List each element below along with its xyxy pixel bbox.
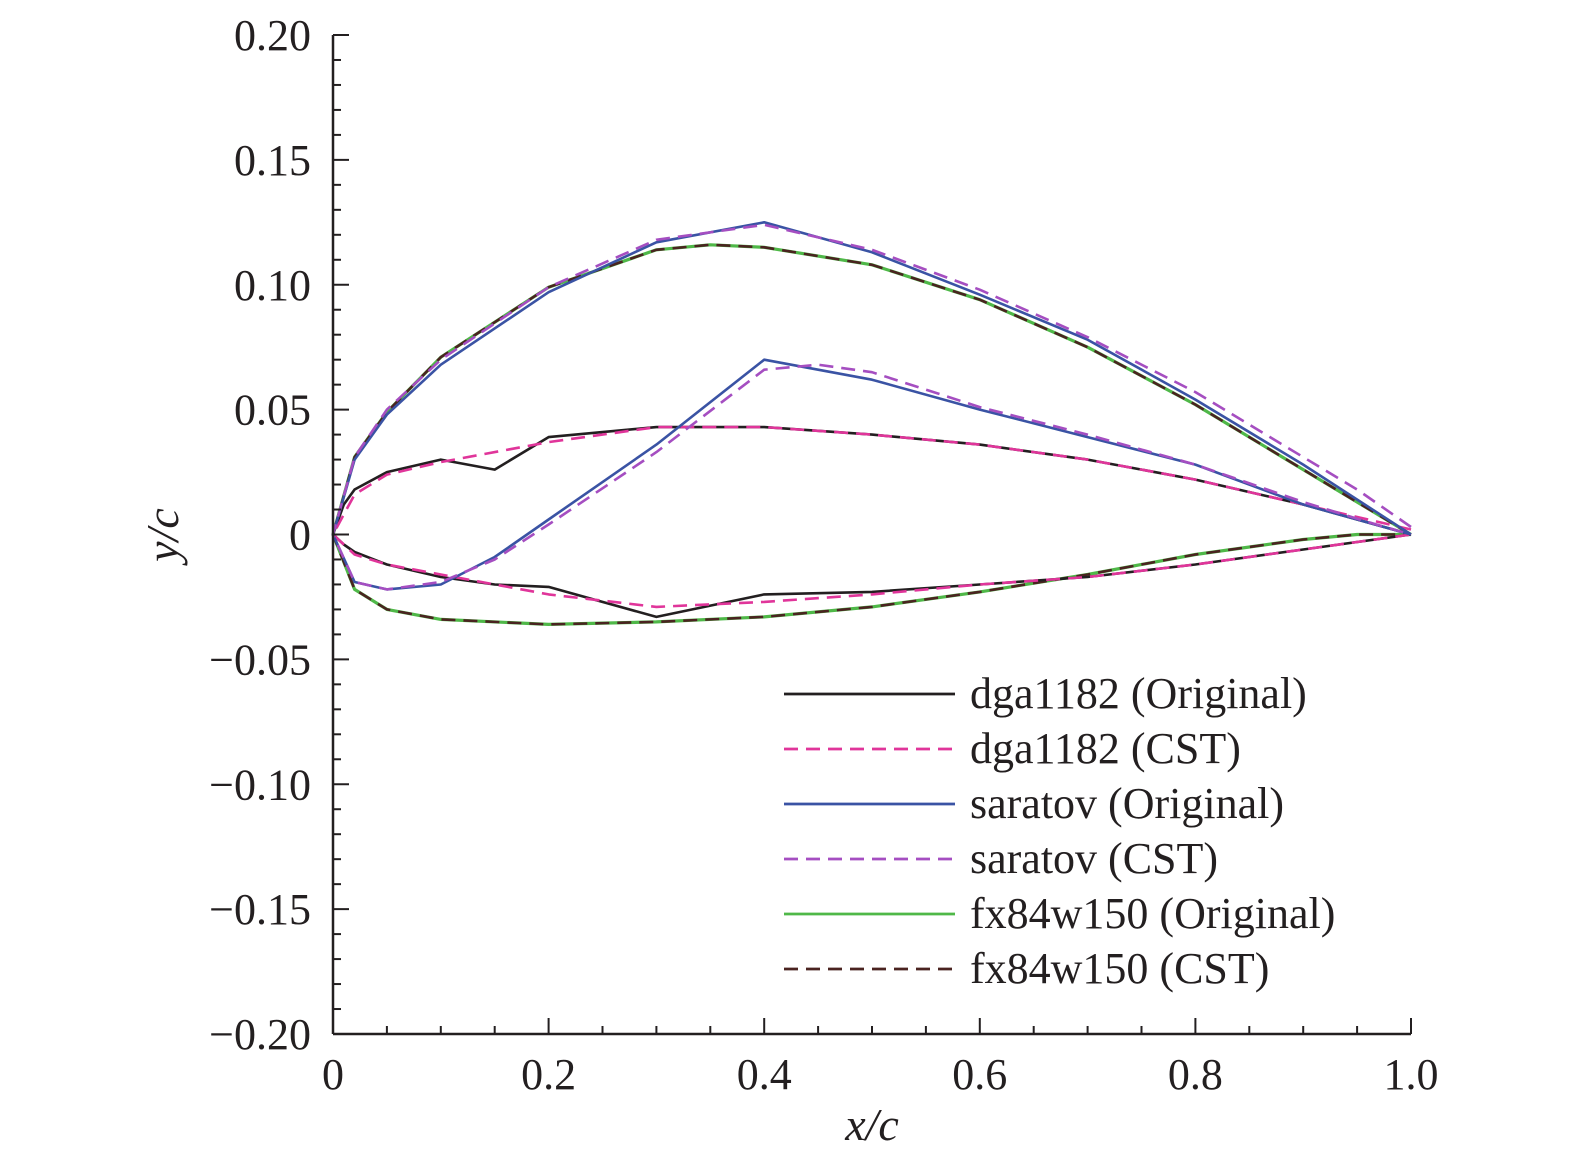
series-line-1 (331, 425, 1412, 609)
legend-label: dga1182 (Original) (970, 669, 1307, 718)
x-axis-title: x/c (844, 1099, 899, 1150)
y-tick-label: −0.10 (209, 760, 311, 809)
series-line-3 (331, 223, 1412, 591)
legend-label: saratov (CST) (970, 834, 1218, 883)
y-ticks: 0.20 0.15 0.10 0.05 0 −0.05 −0.10 −0.15 −0.20 (209, 11, 349, 1059)
plot-series (331, 221, 1412, 627)
x-tick-label: 0.6 (952, 1050, 1007, 1099)
x-tick-label: 0.4 (737, 1050, 792, 1099)
legend-label: saratov (Original) (970, 779, 1284, 828)
legend: dga1182 (Original) dga1182 (CST) saratov (… (784, 669, 1335, 993)
legend-label: fx84w150 (CST) (970, 944, 1269, 993)
legend-label: dga1182 (CST) (970, 724, 1241, 773)
y-tick-label: 0.20 (234, 11, 311, 60)
y-tick-label: 0.05 (234, 386, 311, 435)
x-tick-label: 0 (322, 1050, 344, 1099)
y-tick-label: −0.15 (209, 885, 311, 934)
y-tick-label: 0 (289, 511, 311, 560)
y-tick-label: −0.20 (209, 1010, 311, 1059)
y-tick-label: 0.10 (234, 261, 311, 310)
y-tick-label: 0.15 (234, 136, 311, 185)
legend-label: fx84w150 (Original) (970, 889, 1335, 938)
x-tick-label: 0.8 (1168, 1050, 1223, 1099)
series-line-0 (331, 425, 1412, 619)
y-tick-label: −0.05 (209, 635, 311, 684)
x-ticks: 0 0.2 0.4 0.6 0.8 1.0 (322, 1018, 1439, 1099)
series-line-2 (331, 221, 1412, 591)
x-tick-label: 0.2 (521, 1050, 576, 1099)
y-axis-title: y/c (137, 508, 188, 566)
x-tick-label: 1.0 (1384, 1050, 1439, 1099)
